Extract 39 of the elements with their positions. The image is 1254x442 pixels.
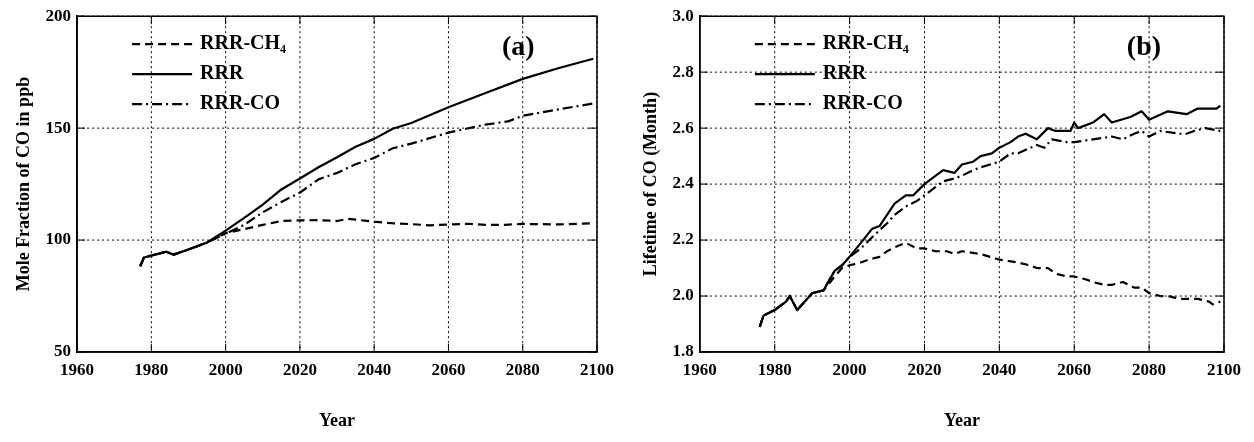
legend-label: RRR-CH₄ [822, 31, 909, 54]
x-tick-label: 2040 [357, 359, 392, 379]
x-tick-label: 2060 [431, 359, 466, 379]
legend-label: RRR-CH₄ [200, 31, 287, 54]
y-tick-label: 2.2 [672, 229, 694, 249]
legend-label: RRR-CO [200, 91, 281, 114]
y-axis-title: Lifetime of CO (Month) [640, 91, 662, 277]
x-axis-title: Year [943, 409, 980, 430]
y-tick-label: 1.8 [672, 341, 694, 361]
x-tick-label: 2060 [1057, 359, 1092, 379]
x-tick-label: 1960 [682, 359, 717, 379]
y-tick-label: 2.0 [672, 285, 694, 305]
x-tick-label: 2040 [982, 359, 1017, 379]
y-tick-label: 3.0 [672, 5, 694, 25]
y-axis-title: Mole Fraction of CO in ppb [13, 76, 34, 292]
y-tick-label: 2.8 [672, 61, 694, 81]
x-tick-label: 1980 [134, 359, 169, 379]
x-tick-label: 2080 [1132, 359, 1167, 379]
y-tick-label: 50 [54, 341, 72, 361]
y-tick-label: 150 [45, 117, 72, 137]
y-tick-label: 100 [45, 229, 72, 249]
legend-label: RRR [822, 61, 867, 84]
x-axis-title: Year [319, 409, 356, 430]
x-tick-label: 1960 [60, 359, 95, 379]
annotation: (b) [1126, 30, 1162, 62]
y-tick-label: 2.6 [672, 117, 694, 137]
x-tick-label: 2000 [832, 359, 867, 379]
x-tick-label: 1980 [757, 359, 792, 379]
y-tick-label: 200 [45, 5, 72, 25]
annotation: (a) [501, 30, 535, 62]
x-tick-label: 2000 [208, 359, 243, 379]
x-tick-label: 2020 [907, 359, 942, 379]
legend-label: RRR-CO [822, 91, 903, 114]
x-tick-label: 2100 [580, 359, 614, 379]
x-tick-label: 2100 [1207, 359, 1241, 379]
x-tick-label: 2020 [282, 359, 317, 379]
y-tick-label: 2.4 [672, 173, 695, 193]
x-tick-label: 2080 [505, 359, 540, 379]
legend-label: RRR [200, 61, 244, 84]
